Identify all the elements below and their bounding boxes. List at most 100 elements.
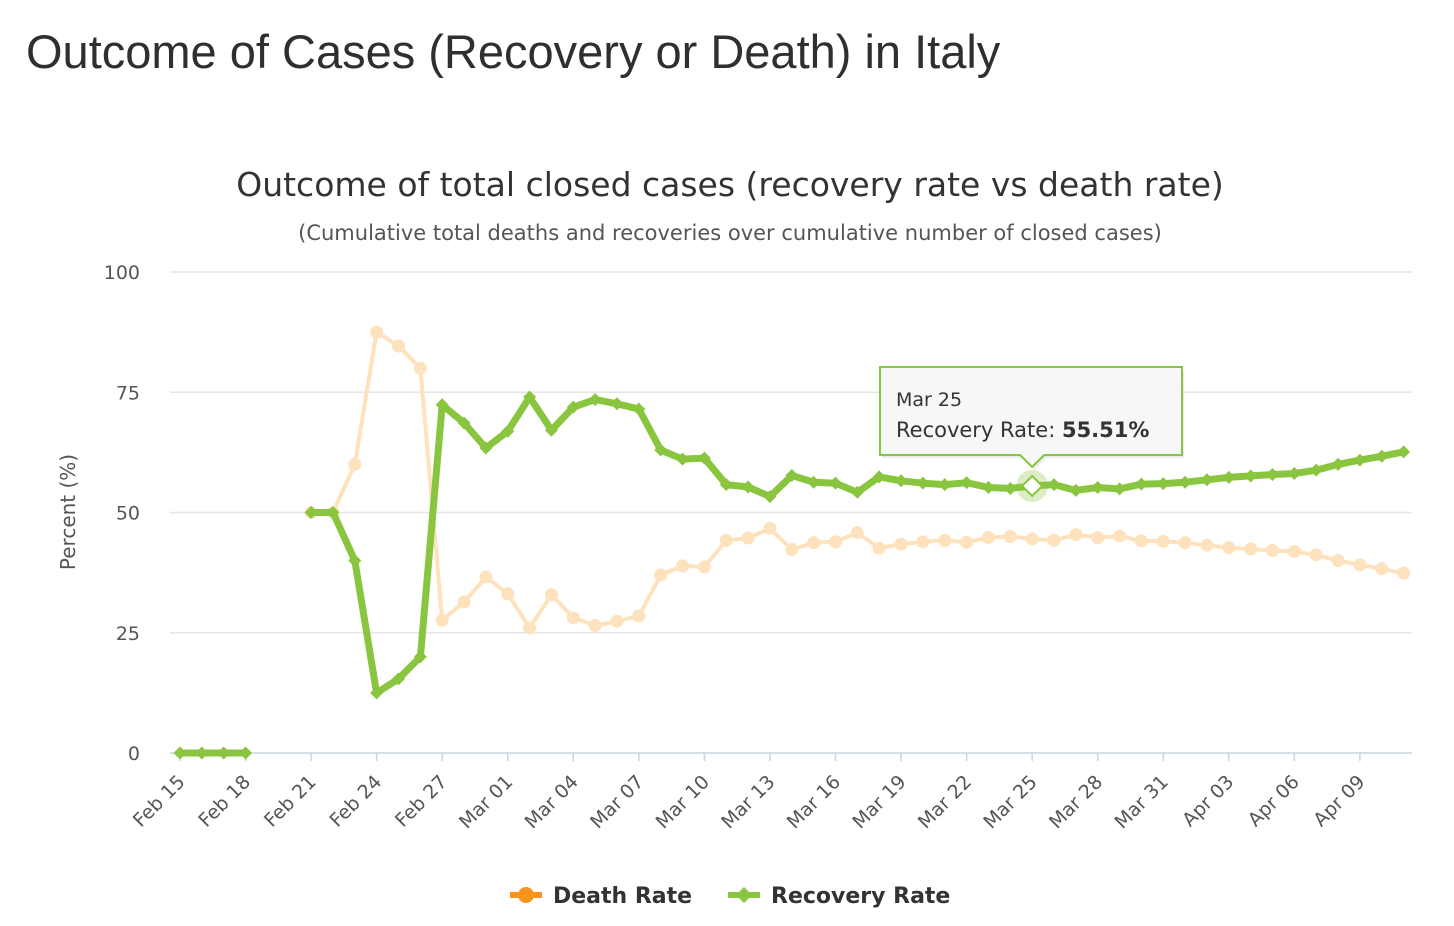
data-point — [523, 621, 537, 635]
data-point — [1047, 478, 1061, 492]
data-point — [741, 531, 755, 545]
page-title: Outcome of Cases (Recovery or Death) in … — [26, 25, 1001, 78]
x-tick-label: Feb 15 — [129, 771, 190, 832]
data-point — [1200, 538, 1214, 552]
x-tick-label: Mar 01 — [455, 771, 517, 833]
series-recovery-rate — [173, 390, 1411, 760]
y-tick-label: 100 — [104, 262, 140, 284]
y-tick-label: 75 — [116, 382, 140, 404]
data-point — [1287, 467, 1301, 481]
data-point — [392, 339, 405, 353]
data-point — [807, 475, 821, 489]
data-point — [544, 588, 558, 602]
data-point — [479, 441, 493, 455]
data-point — [544, 423, 558, 437]
data-point — [763, 490, 777, 504]
data-point — [1113, 482, 1127, 496]
data-point — [1134, 534, 1148, 548]
x-tick-label: Feb 18 — [194, 771, 255, 832]
series-death-rate — [304, 325, 1411, 635]
x-tick-label: Mar 04 — [521, 771, 583, 833]
y-tick-label: 25 — [116, 623, 140, 645]
data-point — [1309, 548, 1323, 562]
data-point — [1331, 457, 1345, 471]
data-point — [719, 533, 733, 547]
tooltip-series-line: Recovery Rate: 55.51% — [896, 418, 1149, 442]
series-line — [307, 393, 1408, 697]
x-tick-label: Apr 03 — [1178, 771, 1238, 831]
data-point — [872, 470, 886, 484]
series-layer — [173, 325, 1411, 760]
data-point — [479, 570, 493, 584]
x-tick-label: Mar 13 — [717, 771, 779, 833]
tooltip: Mar 25 Recovery Rate: 55.51% — [879, 366, 1184, 502]
data-point — [829, 535, 842, 549]
data-point — [829, 476, 842, 490]
chart-title: Outcome of total closed cases (recovery … — [236, 165, 1224, 204]
data-point — [348, 457, 362, 471]
data-point — [1113, 529, 1127, 543]
data-point — [610, 614, 624, 628]
data-point — [195, 746, 209, 760]
data-point — [348, 554, 362, 568]
data-point — [981, 480, 995, 494]
legend-item-death-rate[interactable]: Death Rate — [510, 884, 692, 909]
legend-label: Recovery Rate — [771, 884, 950, 909]
data-point — [785, 543, 799, 557]
tooltip-date: Mar 25 — [896, 389, 962, 411]
x-tick-label: Mar 07 — [586, 771, 648, 833]
data-point — [1156, 534, 1170, 548]
y-tick-label: 0 — [128, 743, 140, 765]
data-point — [457, 416, 471, 430]
data-point — [763, 521, 777, 535]
x-axis: Feb 15 Feb 18 Feb 21 Feb 24 Feb 27 Mar 01 Mar … — [129, 753, 1369, 833]
data-point — [632, 609, 646, 623]
x-tick-label: Feb 27 — [391, 771, 452, 832]
data-point — [413, 361, 427, 375]
data-point — [894, 474, 908, 488]
data-point — [981, 531, 995, 545]
y-tick-label: 50 — [116, 503, 140, 525]
data-point — [697, 451, 711, 465]
data-point — [960, 535, 974, 549]
legend-item-recovery-rate[interactable]: Recovery Rate — [728, 884, 950, 909]
data-point — [872, 541, 886, 555]
data-point — [457, 595, 471, 609]
x-tick-label: Apr 09 — [1309, 771, 1369, 831]
data-point — [1200, 473, 1214, 487]
data-point — [894, 537, 908, 551]
data-point — [304, 506, 318, 519]
data-point — [501, 424, 515, 438]
data-point — [566, 400, 580, 414]
data-point — [850, 485, 864, 499]
x-tick-label: Mar 19 — [848, 771, 910, 833]
tooltip-series-label: Recovery Rate: — [896, 418, 1062, 442]
data-point — [370, 325, 384, 339]
data-point — [1397, 445, 1411, 459]
data-point — [610, 397, 624, 411]
data-point — [435, 398, 449, 412]
data-point — [960, 476, 974, 490]
data-point — [719, 478, 733, 492]
legend-swatch-marker — [736, 887, 752, 903]
data-point — [392, 672, 405, 686]
data-point — [1375, 449, 1389, 463]
data-point — [916, 535, 930, 549]
data-point — [1091, 480, 1105, 494]
data-point — [1287, 544, 1301, 558]
data-point — [1266, 468, 1279, 482]
x-tick-label: Mar 16 — [783, 771, 845, 833]
data-point — [654, 443, 668, 457]
data-point — [370, 686, 384, 700]
legend-label: Death Rate — [553, 884, 692, 909]
data-point — [654, 568, 668, 582]
data-point — [1091, 531, 1105, 545]
data-point — [938, 478, 952, 492]
data-point — [632, 402, 646, 416]
data-point — [239, 746, 253, 760]
data-point — [916, 476, 930, 490]
data-point — [741, 480, 755, 494]
data-point — [1047, 533, 1061, 547]
data-point — [1353, 453, 1367, 467]
